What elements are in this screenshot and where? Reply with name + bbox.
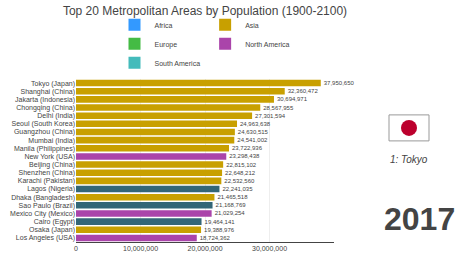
svg-text:Mexico City (Mexico): Mexico City (Mexico) [10,210,75,218]
svg-text:Chongqing (China): Chongqing (China) [16,104,75,112]
svg-text:Shenzhen (China): Shenzhen (China) [19,169,75,177]
svg-text:0: 0 [74,245,78,252]
svg-text:South America: South America [155,60,201,67]
svg-text:32,360,472: 32,360,472 [288,88,319,94]
svg-text:Sao Paulo (Brazil): Sao Paulo (Brazil) [19,202,75,210]
svg-text:Shanghai (China): Shanghai (China) [21,88,75,96]
svg-text:30,000,000: 30,000,000 [252,245,287,252]
svg-text:24,963,638: 24,963,638 [240,121,271,127]
svg-text:21,029,254: 21,029,254 [215,210,246,216]
svg-text:Dhaka (Bangladesh): Dhaka (Bangladesh) [11,194,75,202]
svg-text:21,465,518: 21,465,518 [217,194,248,200]
svg-text:Africa: Africa [155,22,173,29]
svg-text:Jakarta (Indonesia): Jakarta (Indonesia) [15,96,75,104]
svg-text:20,000,000: 20,000,000 [187,245,222,252]
svg-text:Lagos (Nigeria): Lagos (Nigeria) [27,185,75,193]
svg-text:Asia: Asia [245,22,259,29]
svg-text:Seoul (South Korea): Seoul (South Korea) [12,120,75,128]
svg-text:22,648,212: 22,648,212 [225,170,256,176]
svg-text:Delhi (India): Delhi (India) [37,112,75,120]
svg-text:18,724,362: 18,724,362 [200,235,231,241]
svg-text:27,301,594: 27,301,594 [255,113,286,119]
svg-text:Beijing (China): Beijing (China) [29,161,75,169]
svg-text:Los Angeles (USA): Los Angeles (USA) [16,234,75,242]
svg-text:Manila (Philippines): Manila (Philippines) [14,145,75,153]
svg-text:37,950,650: 37,950,650 [324,80,355,86]
svg-text:23,298,438: 23,298,438 [229,153,260,159]
svg-text:Top 20 Metropolitan Areas by P: Top 20 Metropolitan Areas by Population … [63,4,347,18]
svg-text:Guangzhou (China): Guangzhou (China) [14,128,75,136]
svg-text:22,815,102: 22,815,102 [226,162,257,168]
svg-text:Europe: Europe [155,41,178,49]
svg-text:North America: North America [245,41,289,48]
svg-text:Tokyo (Japan): Tokyo (Japan) [31,80,75,88]
svg-text:24,630,515: 24,630,515 [238,129,269,135]
svg-text:24,541,002: 24,541,002 [237,137,268,143]
svg-text:28,567,955: 28,567,955 [263,105,294,111]
svg-text:30,694,971: 30,694,971 [277,96,308,102]
svg-text:19,388,976: 19,388,976 [204,227,235,233]
svg-text:21,168,769: 21,168,769 [216,202,247,208]
svg-text:2017: 2017 [384,201,455,237]
svg-text:22,241,035: 22,241,035 [222,186,253,192]
svg-text:23,722,936: 23,722,936 [232,145,263,151]
svg-text:New York (USA): New York (USA) [24,153,75,161]
svg-text:22,532,560: 22,532,560 [224,178,255,184]
svg-text:Osaka (Japan): Osaka (Japan) [29,226,75,234]
svg-text:1: Tokyo: 1: Tokyo [390,154,428,165]
svg-text:Karachi (Pakistan): Karachi (Pakistan) [18,177,75,185]
svg-text:Mumbai (India): Mumbai (India) [28,137,75,145]
svg-text:10,000,000: 10,000,000 [123,245,158,252]
svg-text:Cairo (Egypt): Cairo (Egypt) [34,218,75,226]
svg-text:19,464,141: 19,464,141 [205,219,236,225]
